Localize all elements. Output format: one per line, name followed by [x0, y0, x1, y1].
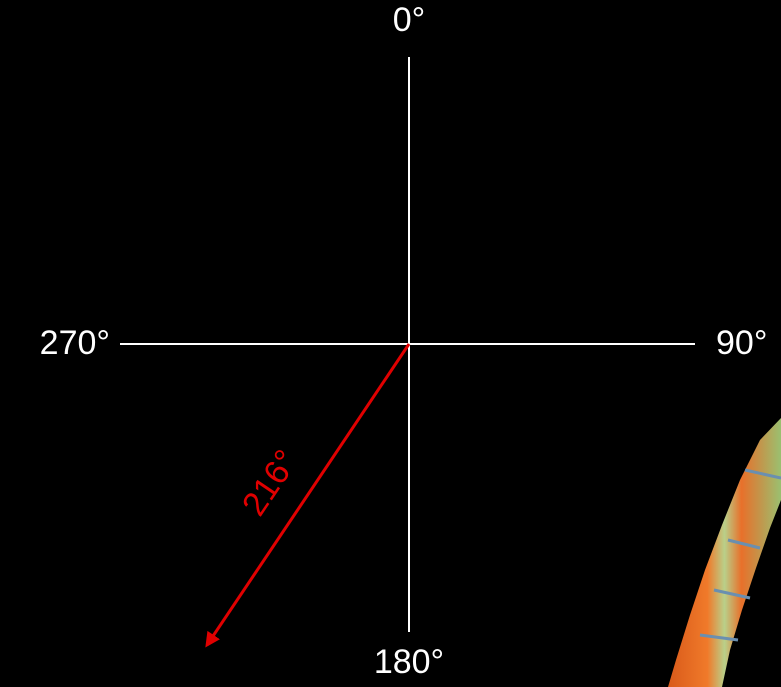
axis-label: 90°	[716, 324, 767, 362]
diagram: 0° 90° 180° 270° 216°	[0, 0, 781, 687]
page: 0° 90° 180° 270° 216° (() => { const dat…	[0, 0, 781, 687]
axis-label: 0°	[393, 1, 426, 39]
axis-label: 180°	[374, 643, 444, 681]
axis-label: 270°	[40, 324, 110, 362]
